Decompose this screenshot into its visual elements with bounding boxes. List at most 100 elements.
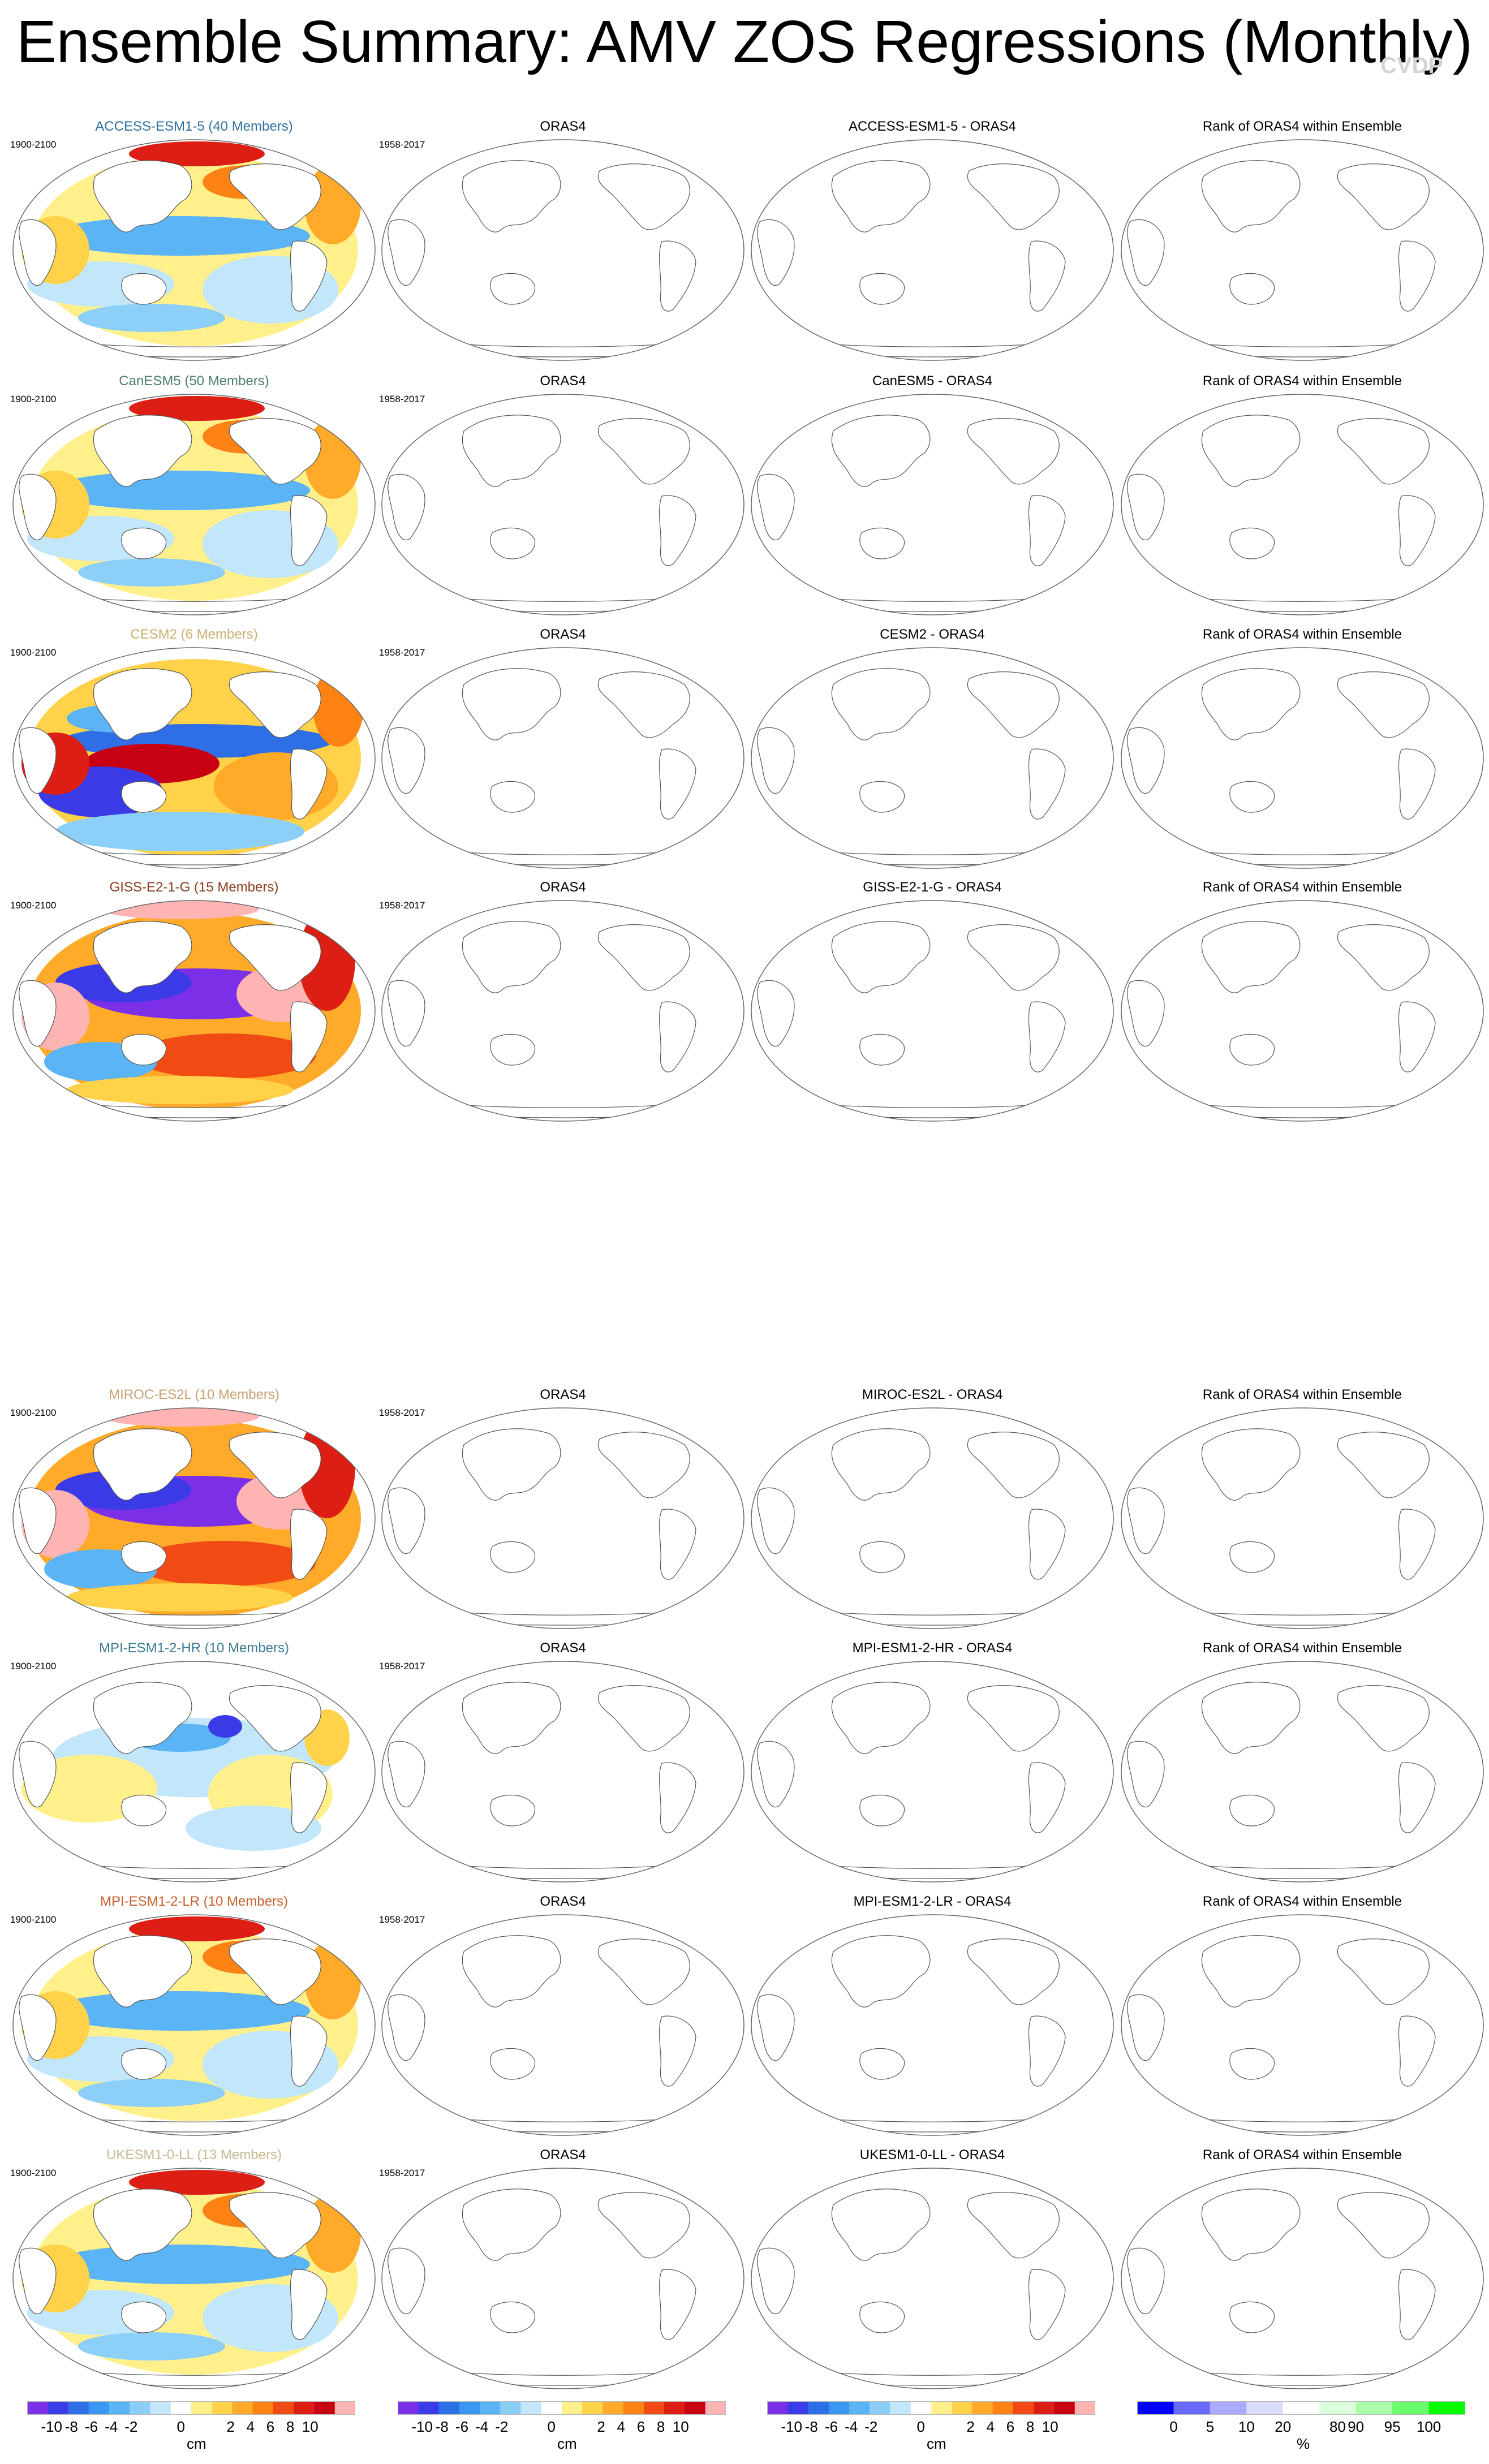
colorbar-swatch [480,2401,501,2415]
coastline [1201,668,1301,740]
colorbar-swatch [212,2401,233,2415]
rank-panel-title: Rank of ORAS4 within Ensemble [1202,880,1402,895]
colorbar-tick-label: -6 [84,2418,98,2435]
colorbar-swatch [109,2401,130,2415]
coastline [1028,495,1066,566]
coastline [695,661,717,682]
colorbar-swatch [787,2401,808,2415]
coastline [757,1741,795,1808]
colorbar-swatch [870,2401,890,2415]
coastline [19,1487,57,1554]
obs-period: 1958-2017 [379,1661,425,1672]
coastline [229,1685,321,1752]
colorbar-tick-label: -2 [495,2418,509,2435]
coastline [1065,153,1086,174]
map-border [751,139,1114,361]
rank-map-0 [1121,139,1484,361]
anomaly-blob [129,141,265,166]
coastline [1398,748,1436,820]
coastline [1435,1674,1456,1695]
map-border [12,1914,376,2136]
colorbar-swatch [828,2401,850,2415]
model-map-3 [12,900,376,1122]
coastline [597,671,690,738]
coastline [1229,1794,1275,1827]
coastline [229,2192,321,2259]
coastline [229,1432,321,1498]
colorbar-swatch [1319,2401,1357,2415]
coastline [229,671,321,738]
colorbar-swatch [1074,2401,1095,2415]
diff-panel-title: UKESM1-0-LL - ORAS4 [859,2147,1005,2163]
coastline [462,160,561,232]
colorbar-swatch [1210,2401,1247,2415]
map-border [12,139,376,361]
coastline [659,240,696,312]
coastline [490,273,536,305]
map-border [12,1407,376,1629]
obs-period: 1958-2017 [379,394,425,404]
colorbar-tick-label: -2 [124,2418,138,2435]
coastline [967,1685,1060,1752]
map-border [751,1407,1114,1629]
anomaly-blob [208,1715,242,1738]
coastline [19,473,57,541]
map-border [1121,1661,1484,1883]
model-map-1 [12,394,376,615]
coastline [1398,1762,1436,1833]
colorbar-tick-label: 8 [1026,2418,1035,2435]
coastline [659,495,696,566]
anomaly-blob [67,1076,293,1104]
rank-panel-title: Rank of ORAS4 within Ensemble [1202,373,1402,389]
coastline [1065,661,1086,682]
coastline [1201,1682,1301,1754]
colorbar-2 [767,2401,1095,2415]
coastline [1337,418,1430,485]
coastline [490,1033,536,1066]
colorbar-swatch [520,2401,542,2415]
coastline [1229,2301,1275,2333]
coastline [1337,1432,1430,1498]
colorbar-swatch [623,2401,644,2415]
colorbar-swatch [48,2401,68,2415]
coastline [490,1794,536,1827]
coastline [19,727,57,794]
colorbar-swatch [68,2401,89,2415]
coastline [831,160,931,232]
coastline [1065,2181,1086,2202]
coastline [1127,219,1165,286]
coastline [326,1421,348,1442]
colorbar-unit: cm [187,2435,206,2452]
coastline [229,418,321,485]
coastline [597,1432,690,1498]
diff-map-5 [751,1661,1114,1883]
coastline [121,1794,167,1827]
model-period: 1900-2100 [10,394,57,404]
model-period: 1900-2100 [10,139,57,150]
diff-panel-title: MIROC-ES2L - ORAS4 [862,1387,1003,1402]
model-map-4 [12,1407,376,1629]
coastline [326,2181,348,2202]
map-border [12,647,376,869]
coastline [490,781,536,813]
colorbar-swatch [1173,2401,1211,2415]
coastline [1337,1685,1430,1752]
rank-map-1 [1121,394,1484,615]
coastline [1229,1033,1275,1066]
diff-map-7 [751,2168,1114,2389]
coastline [597,1939,690,2005]
coastline [1127,2247,1165,2315]
colorbar-tick-label: 2 [226,2418,235,2435]
coastline [1201,1935,1301,2008]
model-period: 1900-2100 [10,1407,57,1418]
anomaly-blob [78,2332,225,2360]
anomaly-blob [50,216,310,256]
colorbar-tick-label: 20 [1275,2418,1292,2435]
colorbar-tick-label: 2 [966,2418,975,2435]
model-panel-title: MPI-ESM1-2-HR (10 Members) [98,1640,290,1656]
colorbar-swatch [150,2401,171,2415]
colorbar-tick-label: 4 [246,2418,255,2435]
rank-panel-title: Rank of ORAS4 within Ensemble [1202,627,1402,642]
colorbar-tick-label: 6 [636,2418,645,2435]
map-border [1121,647,1484,869]
